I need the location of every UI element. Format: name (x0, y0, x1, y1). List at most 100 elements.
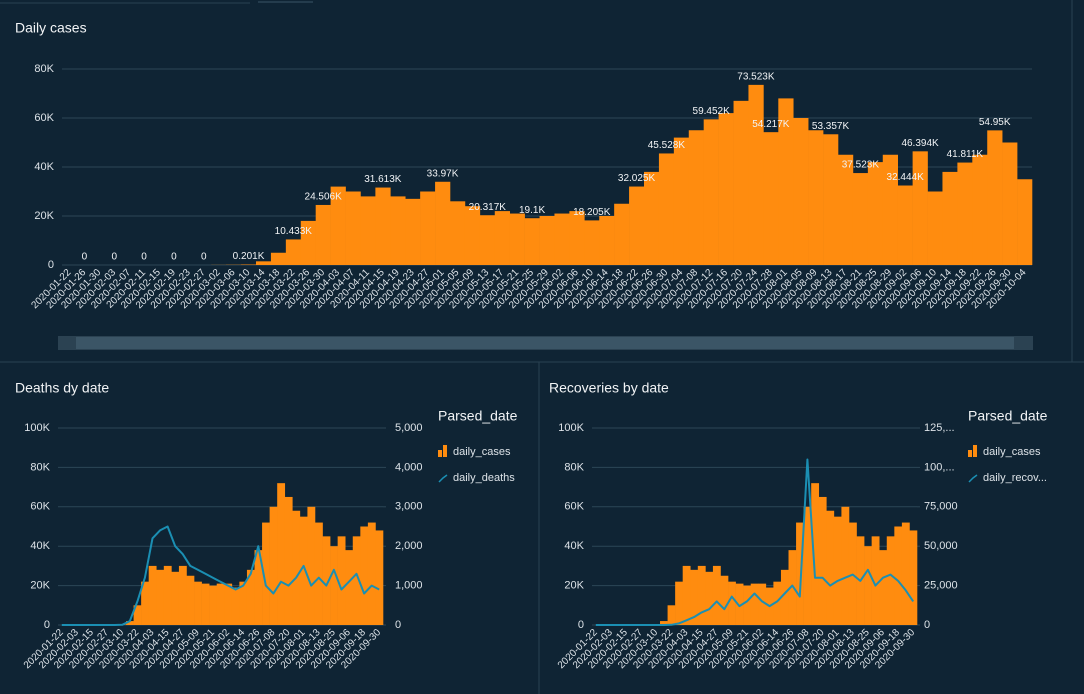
bar (780, 569, 789, 625)
bar (644, 171, 660, 265)
bar (667, 605, 676, 625)
bar (584, 220, 600, 265)
bar (216, 583, 225, 625)
value-label: 54.217K (752, 119, 790, 130)
bar (178, 565, 187, 625)
bar (743, 585, 752, 625)
bar (239, 581, 248, 625)
y-tick-label: 20K (34, 210, 54, 222)
y-tick-label: 40K (564, 540, 584, 552)
value-label: 53.357K (812, 121, 850, 132)
legend-title: Parsed_date (968, 408, 1048, 424)
legend-label: daily_deaths (453, 472, 515, 484)
bar (773, 581, 782, 625)
line (61, 525, 380, 626)
bar (315, 204, 331, 265)
bar (867, 162, 884, 265)
scrollbar-thumb[interactable] (76, 337, 1014, 349)
bar (284, 496, 293, 625)
bar (763, 132, 779, 265)
bar (450, 201, 466, 265)
bar (464, 206, 481, 265)
value-label: 0 (171, 252, 177, 263)
y2-tick-label: 4,000 (395, 461, 423, 473)
legend-swatch (973, 445, 977, 457)
y-tick-label: 60K (30, 501, 50, 513)
bar (927, 191, 943, 265)
bar (201, 583, 210, 625)
legend-label: daily_cases (453, 446, 511, 458)
chart-title: Deaths dy date (15, 380, 109, 396)
bar (141, 581, 149, 625)
bar (733, 100, 749, 265)
bar (811, 483, 820, 625)
value-label: 45.528K (648, 140, 686, 151)
bar (818, 496, 827, 625)
y-tick-label: 100K (24, 422, 50, 434)
bar (675, 581, 683, 625)
y-tick-label: 0 (578, 619, 584, 631)
bar (660, 621, 668, 625)
y-tick-label: 80K (564, 461, 584, 473)
bar (803, 506, 812, 625)
bar (269, 506, 278, 625)
bar (554, 213, 570, 265)
bar (254, 550, 263, 625)
bar (852, 173, 869, 265)
bar (1002, 142, 1018, 265)
bar (352, 536, 361, 625)
bar (703, 119, 719, 266)
bar (285, 239, 302, 265)
value-label: 24.506K (305, 192, 343, 203)
bar (345, 550, 354, 625)
bar (879, 550, 888, 625)
y-tick-label: 40K (30, 540, 50, 552)
bar (330, 546, 338, 625)
bar (778, 98, 794, 266)
bar (833, 516, 842, 625)
value-label: 0.201K (233, 251, 265, 262)
y2-tick-label: 0 (395, 619, 401, 631)
bar (246, 569, 255, 625)
bar (864, 546, 872, 625)
bar (697, 565, 706, 625)
bar (690, 569, 699, 625)
bar (194, 581, 202, 625)
chart-title: Daily cases (15, 20, 87, 36)
bar (322, 536, 331, 625)
bar (658, 153, 675, 265)
line (595, 458, 915, 626)
bar (841, 506, 850, 625)
value-label: 33.97K (427, 168, 459, 179)
y-tick-label: 60K (34, 112, 54, 124)
y2-tick-label: 100,... (924, 461, 955, 473)
bar (718, 113, 734, 265)
y-tick-label: 40K (34, 161, 54, 173)
bar (299, 516, 308, 625)
bar (614, 203, 630, 265)
value-label: 0 (82, 252, 88, 263)
legend-label: daily_recov... (983, 472, 1047, 484)
bar (972, 154, 988, 265)
bar (292, 510, 301, 625)
value-label: 41.811K (947, 149, 984, 160)
bar (375, 187, 391, 265)
bar (808, 130, 824, 265)
value-label: 18.205K (573, 207, 611, 218)
bar (539, 216, 555, 265)
bar (793, 118, 809, 265)
value-label: 0 (201, 252, 207, 263)
value-label: 73.523K (737, 72, 775, 83)
bar (894, 526, 903, 625)
bar (720, 575, 729, 625)
y-tick-label: 80K (30, 461, 50, 473)
bar (912, 151, 928, 265)
y-tick-label: 0 (48, 259, 54, 271)
bar (838, 154, 854, 265)
bar (277, 483, 286, 625)
y-tick-label: 0 (44, 619, 50, 631)
y2-tick-label: 75,000 (924, 501, 958, 513)
y2-tick-label: 3,000 (395, 501, 423, 513)
bar (509, 213, 525, 265)
bar (171, 571, 180, 625)
